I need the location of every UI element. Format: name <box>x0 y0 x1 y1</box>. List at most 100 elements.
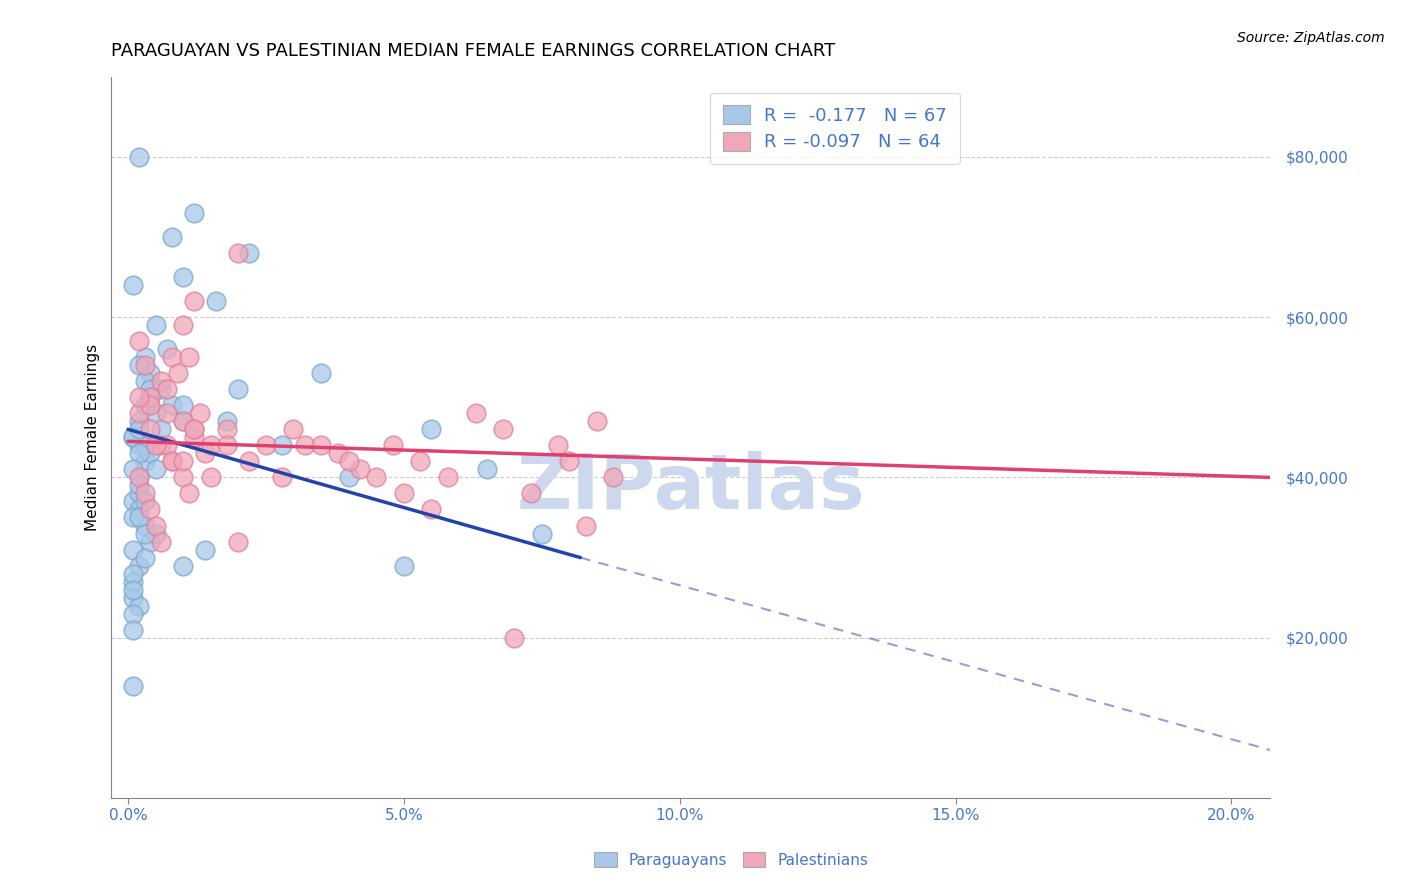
Point <box>309 366 332 380</box>
Point <box>122 462 145 476</box>
Point <box>145 462 167 476</box>
Point <box>150 438 173 452</box>
Point <box>160 350 183 364</box>
Point <box>217 422 239 436</box>
Text: Source: ZipAtlas.com: Source: ZipAtlas.com <box>1237 31 1385 45</box>
Point <box>226 246 249 260</box>
Point <box>145 318 167 332</box>
Point <box>139 366 162 380</box>
Point <box>503 631 526 645</box>
Point <box>337 454 360 468</box>
Point <box>183 206 205 220</box>
Point <box>139 382 162 396</box>
Point <box>122 430 145 444</box>
Point <box>134 350 156 364</box>
Point <box>145 526 167 541</box>
Point <box>200 438 222 452</box>
Point <box>134 438 156 452</box>
Point <box>139 390 162 404</box>
Point <box>122 278 145 293</box>
Point <box>139 534 162 549</box>
Point <box>205 294 228 309</box>
Point <box>128 486 150 500</box>
Point <box>128 510 150 524</box>
Point <box>122 679 145 693</box>
Point <box>128 599 150 613</box>
Text: PARAGUAYAN VS PALESTINIAN MEDIAN FEMALE EARNINGS CORRELATION CHART: PARAGUAYAN VS PALESTINIAN MEDIAN FEMALE … <box>111 42 835 60</box>
Point <box>160 454 183 468</box>
Point <box>145 438 167 452</box>
Point <box>128 358 150 372</box>
Point <box>183 422 205 436</box>
Point <box>530 526 553 541</box>
Point <box>150 534 173 549</box>
Point <box>194 446 217 460</box>
Point <box>122 623 145 637</box>
Point <box>128 478 150 492</box>
Point <box>160 398 183 412</box>
Point <box>134 398 156 412</box>
Point <box>128 470 150 484</box>
Point <box>254 438 277 452</box>
Point <box>139 502 162 516</box>
Point <box>226 382 249 396</box>
Point <box>128 390 150 404</box>
Point <box>134 494 156 508</box>
Point <box>155 342 177 356</box>
Point <box>172 470 194 484</box>
Point <box>172 414 194 428</box>
Point <box>128 446 150 460</box>
Point <box>122 494 145 508</box>
Point <box>283 422 305 436</box>
Point <box>194 542 217 557</box>
Point <box>128 558 150 573</box>
Point <box>238 454 260 468</box>
Point <box>134 550 156 565</box>
Point <box>150 422 173 436</box>
Point <box>122 582 145 597</box>
Point <box>155 406 177 420</box>
Point <box>420 502 443 516</box>
Point <box>172 454 194 468</box>
Point <box>492 422 515 436</box>
Point <box>392 486 415 500</box>
Legend: Paraguayans, Palestinians: Paraguayans, Palestinians <box>588 846 875 873</box>
Point <box>166 366 188 380</box>
Point <box>128 150 150 164</box>
Point <box>145 406 167 420</box>
Point <box>172 270 194 285</box>
Point <box>134 454 156 468</box>
Point <box>122 566 145 581</box>
Point <box>420 422 443 436</box>
Point <box>337 470 360 484</box>
Point <box>183 430 205 444</box>
Point <box>238 246 260 260</box>
Point <box>602 470 624 484</box>
Point <box>145 518 167 533</box>
Point <box>128 414 150 428</box>
Point <box>309 438 332 452</box>
Point <box>409 454 432 468</box>
Point <box>437 470 460 484</box>
Point <box>134 486 156 500</box>
Point <box>139 398 162 412</box>
Point <box>172 558 194 573</box>
Point <box>558 454 581 468</box>
Point <box>217 438 239 452</box>
Point <box>349 462 371 476</box>
Point <box>122 542 145 557</box>
Point <box>128 470 150 484</box>
Text: ZIPatlas: ZIPatlas <box>516 450 865 524</box>
Point <box>139 390 162 404</box>
Point <box>128 406 150 420</box>
Point <box>519 486 541 500</box>
Point <box>172 318 194 332</box>
Point <box>160 230 183 244</box>
Point <box>139 422 162 436</box>
Point <box>271 470 294 484</box>
Point <box>200 470 222 484</box>
Point <box>366 470 388 484</box>
Point <box>217 414 239 428</box>
Point <box>172 398 194 412</box>
Point <box>183 294 205 309</box>
